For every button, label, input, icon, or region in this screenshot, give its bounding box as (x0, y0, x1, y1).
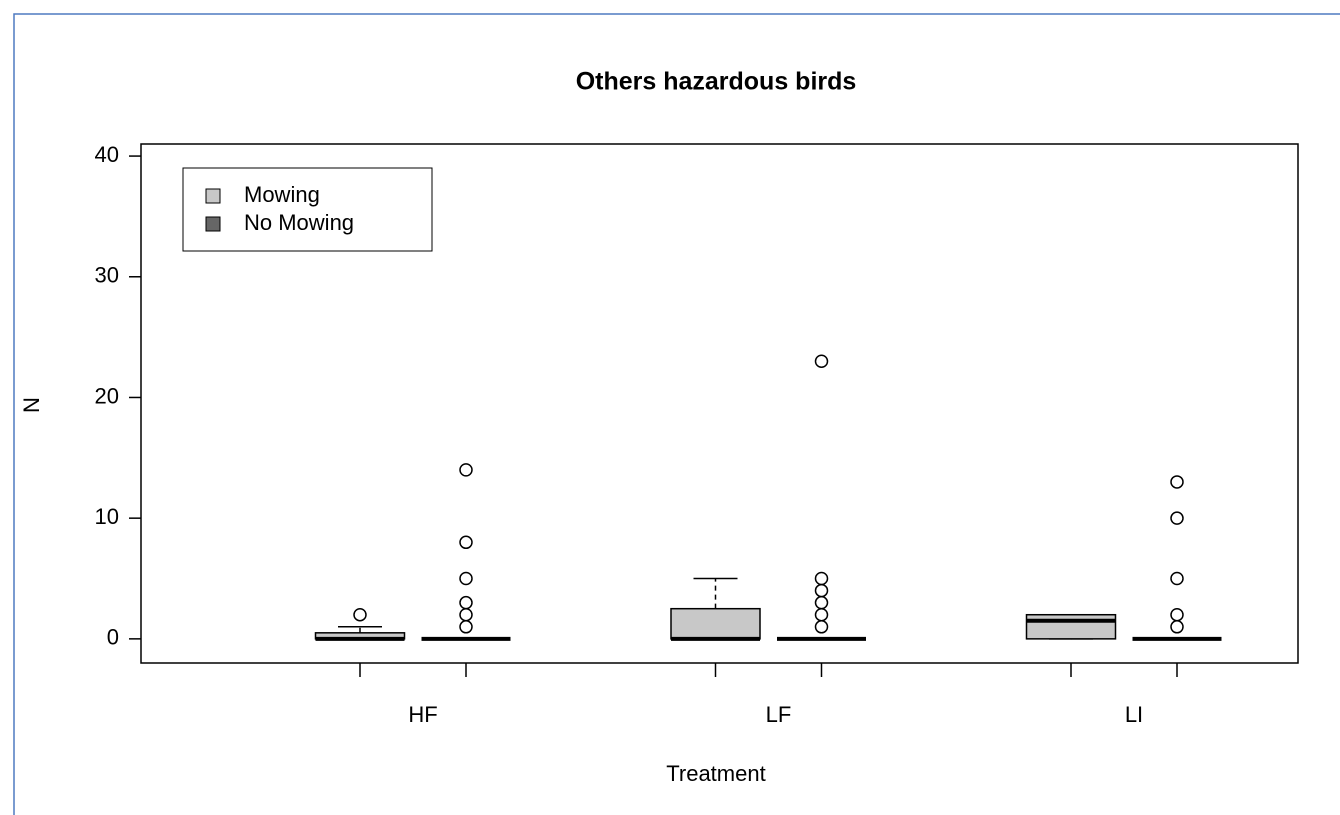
y-axis-label: N (19, 397, 44, 413)
outlier (814, 595, 829, 610)
legend-label: Mowing (244, 182, 320, 207)
outlier (814, 571, 829, 586)
outlier (814, 354, 829, 369)
legend-swatch (205, 216, 221, 232)
chart-title: Others hazardous birds (576, 68, 857, 96)
outlier (814, 583, 829, 598)
outlier (459, 595, 473, 610)
outlier (814, 607, 829, 622)
outlier (459, 571, 473, 586)
outlier (1170, 620, 1184, 634)
box (670, 607, 761, 640)
box (1025, 613, 1117, 640)
y-tick-label: 10 (95, 504, 119, 529)
outlier (459, 607, 473, 622)
legend-swatch (205, 188, 221, 204)
outlier (353, 607, 367, 622)
outlier (1170, 475, 1184, 489)
outlier (814, 620, 829, 634)
legend-frame (182, 167, 433, 252)
outlier (459, 535, 473, 550)
window-frame (13, 13, 1340, 815)
legend-label: No Mowing (244, 210, 354, 235)
outlier (459, 463, 473, 477)
outlier (1170, 607, 1184, 622)
plot-frame (140, 143, 1299, 664)
outlier (459, 620, 473, 634)
x-axis-label: Treatment (666, 761, 765, 786)
x-tick-label: LF (766, 702, 792, 727)
y-tick-label: 40 (95, 142, 119, 167)
outlier (1170, 511, 1184, 525)
outlier (1170, 571, 1184, 586)
y-tick-label: 20 (95, 383, 119, 408)
x-tick-label: LI (1125, 702, 1143, 727)
y-tick-label: 0 (107, 625, 119, 650)
y-tick-label: 30 (95, 263, 119, 288)
x-tick-label: HF (408, 702, 437, 727)
